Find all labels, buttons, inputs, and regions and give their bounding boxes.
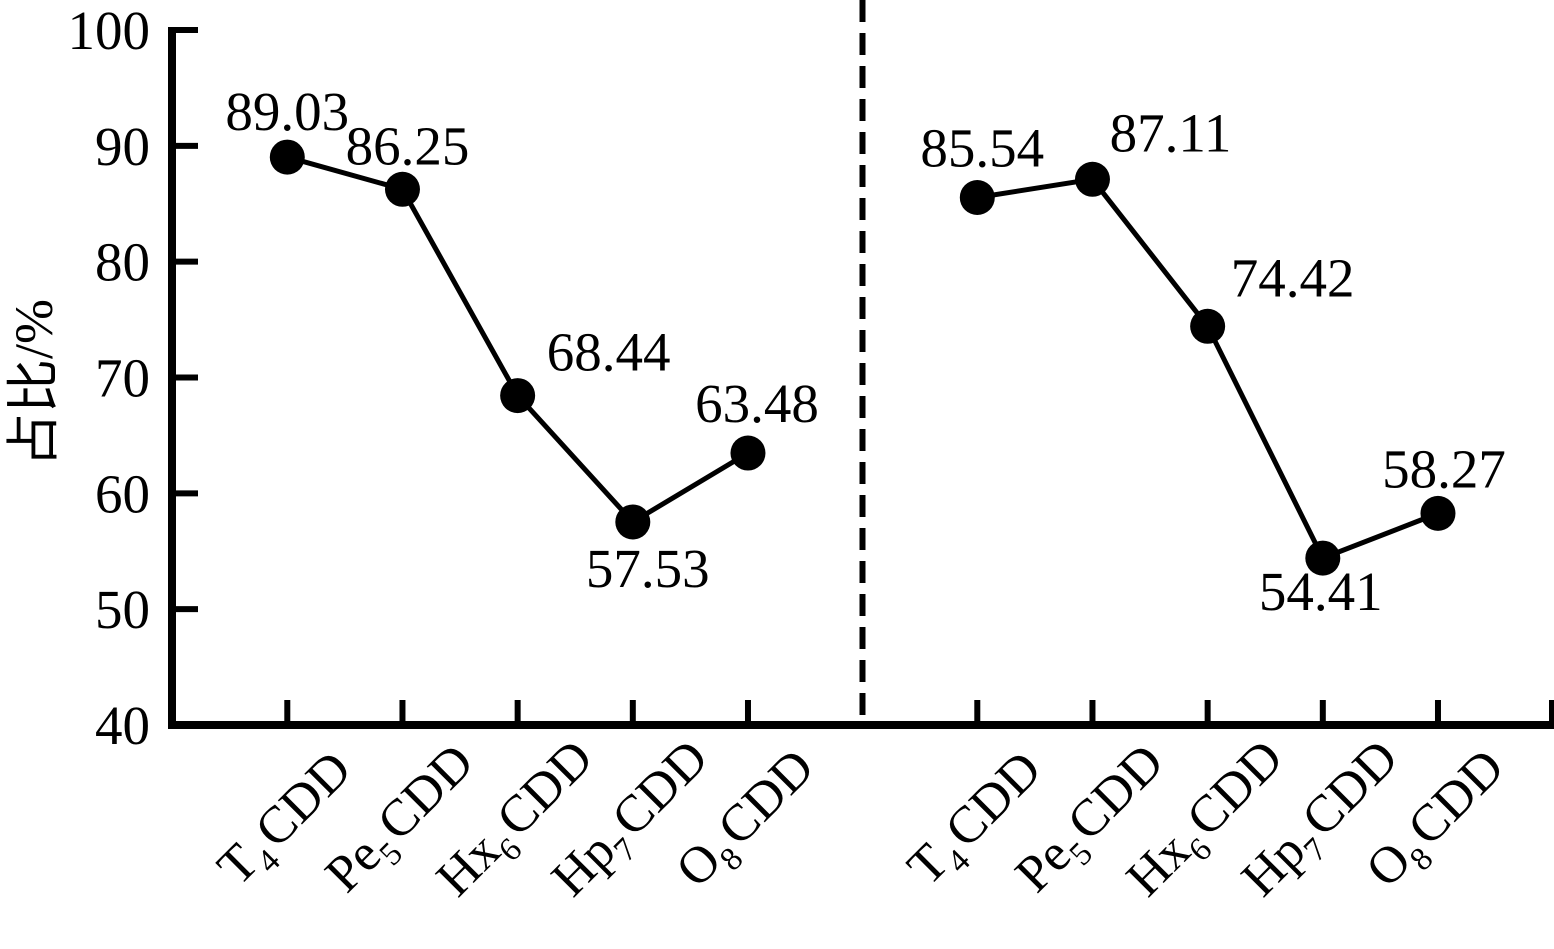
data-point-label: 87.11 xyxy=(1110,102,1232,163)
data-point-label: 86.25 xyxy=(346,115,470,176)
data-point-label: 63.48 xyxy=(695,373,819,434)
y-tick-label: 90 xyxy=(95,116,150,177)
data-point-marker xyxy=(1420,495,1456,531)
data-point-label: 74.42 xyxy=(1231,247,1355,308)
series-right: 85.54 87.11 74.42 54.41 58.27 xyxy=(920,102,1505,622)
data-point-marker xyxy=(959,179,995,215)
data-point-label: 68.44 xyxy=(547,322,671,383)
y-axis-title: 占比/% xyxy=(4,299,64,467)
y-tick-label: 100 xyxy=(68,0,151,61)
y-tick-label: 50 xyxy=(95,579,150,640)
data-point-marker xyxy=(615,504,651,540)
data-point-marker xyxy=(269,139,305,175)
data-point-label: 58.27 xyxy=(1382,438,1506,499)
data-point-label: 57.53 xyxy=(586,538,710,599)
data-point-marker xyxy=(384,171,420,207)
y-tick-label: 80 xyxy=(95,232,150,293)
y-tick-label: 60 xyxy=(95,463,150,524)
data-point-marker xyxy=(1074,161,1110,197)
y-tick-label: 40 xyxy=(95,695,150,756)
data-point-label: 89.03 xyxy=(225,81,349,142)
data-point-marker xyxy=(1190,308,1226,344)
y-tick-label: 70 xyxy=(95,348,150,409)
data-point-label: 85.54 xyxy=(920,117,1044,178)
data-point-marker xyxy=(730,435,766,471)
data-point-marker xyxy=(1305,540,1341,576)
data-point-marker xyxy=(500,378,536,414)
data-point-label: 54.41 xyxy=(1259,561,1383,622)
